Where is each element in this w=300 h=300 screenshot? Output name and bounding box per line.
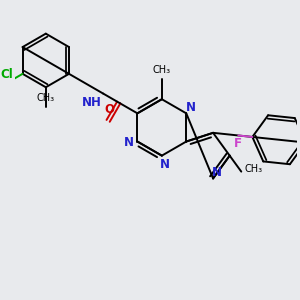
Text: Cl: Cl — [1, 68, 13, 81]
Text: N: N — [185, 101, 196, 114]
Text: CH₃: CH₃ — [37, 93, 55, 103]
Text: N: N — [124, 136, 134, 149]
Text: N: N — [212, 166, 222, 179]
Text: F: F — [234, 137, 242, 150]
Text: CH₃: CH₃ — [244, 164, 262, 174]
Text: CH₃: CH₃ — [153, 65, 171, 75]
Text: N: N — [160, 158, 170, 171]
Text: O: O — [105, 103, 115, 116]
Text: NH: NH — [82, 96, 102, 110]
